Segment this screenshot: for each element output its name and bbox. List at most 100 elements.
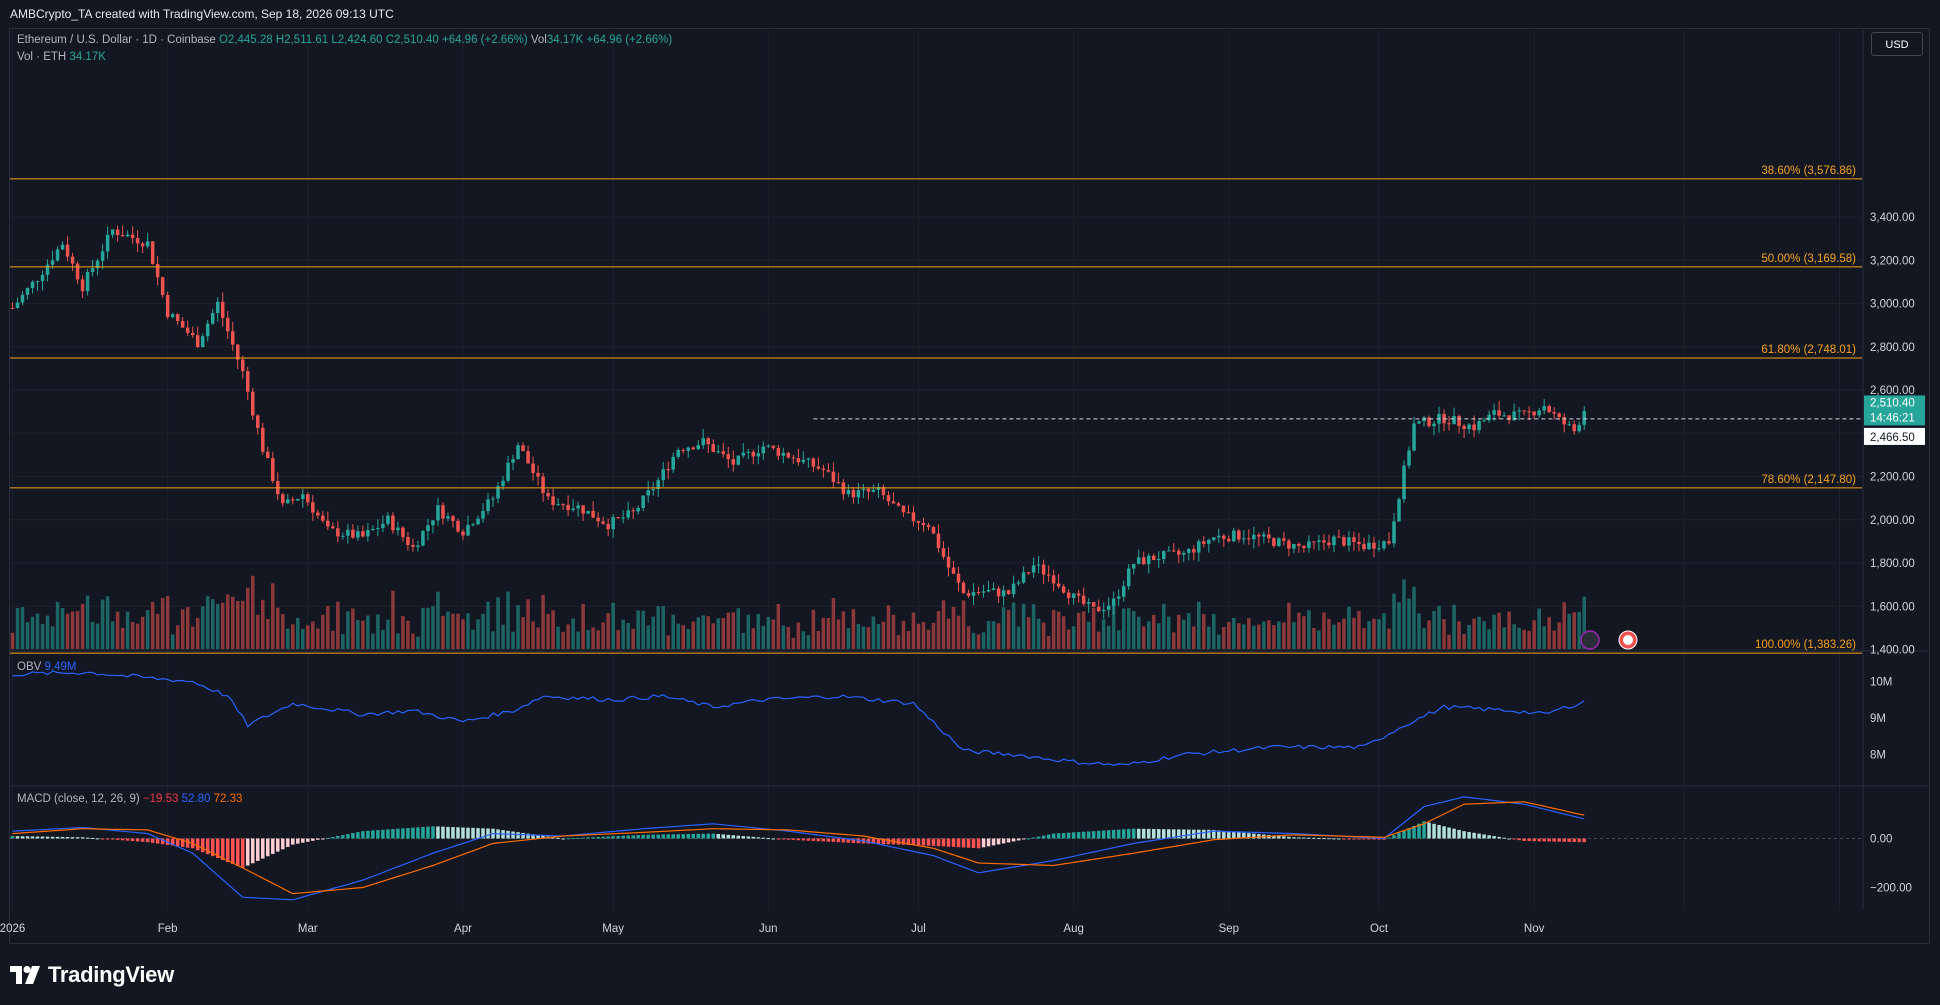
symbol-legend[interactable]: Ethereum / U.S. Dollar · 1D · Coinbase O…: [17, 34, 672, 46]
candle-body: [1377, 548, 1381, 550]
volume-bar: [761, 625, 766, 649]
macd-legend[interactable]: MACD (close, 12, 26, 9) −19.53 52.80 72.…: [17, 793, 242, 805]
macd-histogram-bar: [100, 838, 105, 840]
macd-histogram-bar: [1006, 838, 1011, 843]
volume-bar: [1041, 622, 1046, 649]
macd-histogram-bar: [1507, 838, 1511, 840]
macd-histogram-bar: [1352, 838, 1356, 840]
candle-body: [936, 533, 941, 549]
candle-body: [1477, 421, 1481, 431]
candle-body: [1297, 543, 1301, 546]
macd-histogram-bar: [1071, 832, 1076, 839]
volume-bar: [491, 631, 495, 649]
price-axis-tick: 3,400.00: [1870, 212, 1915, 224]
volume-legend[interactable]: Vol · ETH 34.17K: [17, 51, 106, 63]
volume-bar: [1332, 624, 1336, 649]
candle-body: [1532, 411, 1536, 416]
symbol-title: Ethereum / U.S. Dollar · 1D · Coinbase: [17, 34, 216, 46]
macd-histogram-bar: [1442, 826, 1446, 839]
ohlc-close: C2,510.40: [385, 34, 439, 46]
macd-histogram-bar: [336, 835, 340, 839]
volume-bar: [225, 594, 230, 649]
volume-bar: [411, 633, 415, 649]
candle-body: [556, 504, 560, 506]
obv-axis-tick: 10M: [1870, 677, 1892, 689]
volume-bar: [376, 614, 380, 649]
candle-body: [356, 531, 360, 538]
candle-body: [140, 243, 145, 247]
macd-histogram-bar: [301, 838, 305, 843]
macd-histogram-bar: [1076, 832, 1081, 839]
volume-bar: [551, 610, 555, 649]
event-marker-icon: [1580, 630, 1600, 650]
macd-histogram-bar: [656, 834, 660, 839]
macd-histogram-bar: [125, 838, 130, 841]
candle-body: [421, 531, 425, 546]
candle-body: [125, 234, 130, 237]
macd-histogram-bar: [516, 832, 520, 839]
macd-histogram-bar: [10, 836, 15, 839]
candle-body: [661, 469, 665, 481]
candle-body: [1252, 534, 1256, 540]
fib-level-label: 50.00% (3,169.58): [1761, 253, 1856, 265]
time-axis-tick: Jul: [911, 923, 926, 935]
candle-body: [856, 490, 861, 498]
macd-histogram-bar: [1126, 829, 1131, 839]
candle-body: [401, 527, 405, 538]
macd-histogram-bar: [1332, 838, 1336, 840]
candle-body: [451, 516, 455, 521]
macd-histogram-bar: [391, 829, 395, 839]
candle-body: [626, 510, 630, 518]
volume-bar: [1131, 611, 1136, 649]
candle-body: [10, 307, 15, 309]
volume-bar: [1372, 618, 1376, 649]
macd-histogram-bar: [1502, 837, 1506, 839]
macd-histogram-bar: [651, 834, 655, 839]
volume-bar: [961, 600, 966, 649]
chart-panel[interactable]: [9, 28, 1930, 944]
candle-body: [711, 444, 716, 452]
macd-histogram-bar: [1562, 838, 1566, 842]
macd-histogram-bar: [1066, 832, 1071, 839]
currency-button[interactable]: USD: [1871, 32, 1923, 56]
candle-body: [120, 235, 125, 237]
macd-histogram-bar: [776, 838, 781, 840]
price-change: +64.96 (+2.66%): [441, 34, 528, 46]
macd-histogram-bar: [195, 838, 200, 851]
volume-bar: [246, 587, 250, 649]
candle-body: [1537, 410, 1541, 416]
candle-body: [506, 462, 510, 481]
macd-histogram-bar: [1582, 838, 1586, 843]
volume-bar: [80, 603, 85, 649]
volume-bar: [1362, 628, 1366, 649]
macd-histogram-bar: [1327, 838, 1331, 840]
candle-body: [1061, 586, 1066, 593]
macd-histogram-bar: [981, 838, 986, 848]
volume-bar: [120, 627, 125, 649]
macd-histogram-bar: [771, 838, 776, 840]
obv-legend[interactable]: OBV 9.49M: [17, 661, 76, 673]
macd-histogram-bar: [185, 838, 190, 848]
macd-histogram-bar: [661, 834, 665, 839]
volume-bar: [821, 617, 826, 649]
volume-bar: [1342, 618, 1346, 649]
macd-histogram-bar: [586, 837, 590, 839]
candle-body: [416, 545, 420, 547]
volume-bar: [1151, 614, 1156, 649]
macd-histogram-bar: [1322, 838, 1326, 840]
macd-histogram-bar: [881, 838, 886, 845]
volume-bar: [1422, 628, 1426, 649]
candle-body: [516, 445, 520, 460]
volume-bar: [1562, 602, 1566, 649]
volume-bar: [1146, 621, 1151, 649]
volume-bar: [351, 608, 355, 649]
macd-histogram-bar: [45, 836, 50, 839]
candle-body: [1187, 548, 1191, 553]
macd-histogram-bar: [1392, 835, 1396, 839]
macd-histogram-bar: [1106, 830, 1111, 839]
macd-histogram-bar: [1131, 828, 1136, 839]
macd-histogram-bar: [401, 828, 405, 839]
candle-body: [321, 515, 325, 521]
macd-histogram-bar: [576, 837, 580, 839]
